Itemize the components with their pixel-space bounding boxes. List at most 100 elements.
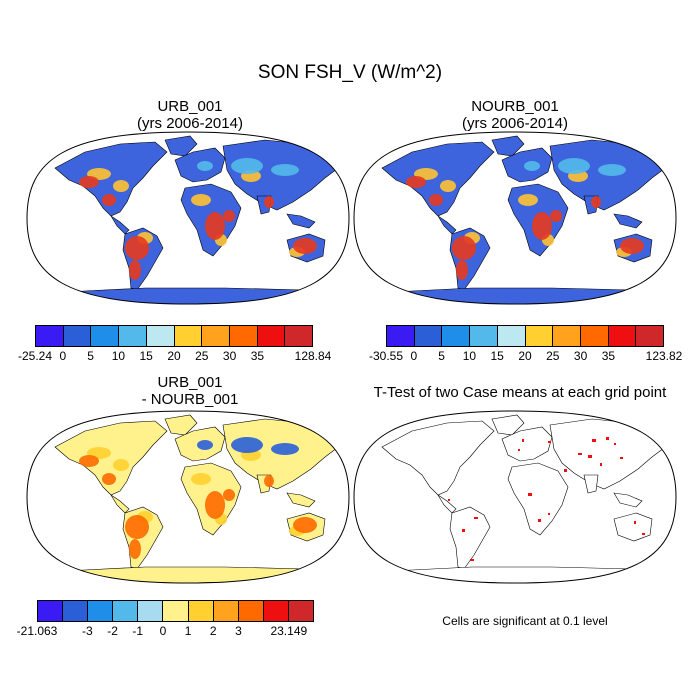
colorbar-swatch [580, 326, 609, 346]
colorbar-swatch [442, 326, 471, 346]
significant-cell [548, 441, 551, 443]
panel-title-urb-line1: URB_001 [157, 98, 223, 115]
value-region-warm [532, 212, 552, 240]
colorbar-diff: -21.063 -3 -2 -1 0 1 2 3 23.149 [17, 600, 314, 638]
significant-cell [634, 521, 636, 524]
colorbar-swatch [497, 326, 526, 346]
value-region-warm [550, 210, 562, 222]
colorbar-swatch [288, 601, 314, 621]
value-region-mid [518, 194, 538, 206]
panel-title-diff-line2: - NOURB_001 [141, 391, 239, 408]
continent-camerica [437, 215, 457, 235]
value-region-cool [231, 158, 263, 174]
value-region-mid [113, 180, 129, 192]
continent-antarctica [390, 566, 653, 583]
colorbar-tick-label: 123.82 [645, 349, 683, 363]
colorbar-tick-label: -21.063 [16, 624, 58, 638]
continent-namerica [54, 420, 168, 496]
colorbar-tick-label: 128.84 [294, 349, 332, 363]
colorbar-tick-label: 0 [159, 624, 167, 638]
colorbar-tick-label: 15 [139, 349, 153, 363]
colorbar-tick-label: 35 [601, 349, 616, 363]
colorbar-tick-label: 5 [438, 349, 445, 363]
panel-title-diff-line1: URB_001 [157, 374, 223, 391]
value-region-warm [223, 210, 235, 222]
value-region-warm [223, 489, 235, 501]
colorbar-tick-label: 20 [167, 349, 181, 363]
colorbar-tick-label: 10 [111, 349, 126, 363]
significant-cell [588, 455, 592, 458]
significant-cell [620, 457, 623, 459]
colorbar-swatch [285, 326, 313, 346]
value-region-mid [440, 180, 456, 192]
continent-antarctica [63, 287, 326, 304]
panel-title-urb-line2: (yrs 2006-2014) [137, 115, 243, 132]
panel-title-nourb-line1: NOURB_001 [471, 98, 559, 115]
value-region-cool [271, 443, 299, 455]
colorbar-swatch [213, 601, 239, 621]
continent-india [583, 474, 599, 494]
colorbar-swatch [163, 601, 189, 621]
colorbar-swatch [146, 326, 175, 346]
continent-africa [507, 462, 569, 536]
panel-title-nourb-line2: (yrs 2006-2014) [462, 115, 568, 132]
value-region-warm [205, 491, 225, 519]
significant-cell [614, 443, 616, 445]
colorbar-swatch [229, 326, 258, 346]
colorbar-tick-label: -1 [132, 624, 144, 638]
colorbar-swatch [188, 601, 214, 621]
continent-namerica [381, 141, 495, 217]
colorbar-swatch [470, 326, 498, 346]
value-region-warm [429, 194, 443, 206]
significant-cell [548, 513, 550, 515]
continent-samerica [449, 506, 491, 570]
significance-footnote: Cells are significant at 0.1 level [442, 614, 608, 628]
colorbar-tick-label: 2 [209, 624, 217, 638]
colorbar-swatch [138, 601, 164, 621]
significant-cell [564, 469, 567, 472]
panel-title-diff: URB_001 - NOURB_001 [25, 374, 355, 408]
continent-antarctica [390, 287, 653, 304]
continent-greenland [491, 414, 525, 436]
colorbar-swatch [88, 601, 114, 621]
colorbar-tick-label: 10 [462, 349, 477, 363]
panel-title-ttest: T-Test of two Case means at each grid po… [345, 384, 695, 401]
value-region-mid [113, 459, 129, 471]
continent-seasia [286, 492, 316, 508]
map-ttest [353, 410, 677, 584]
colorbar-tick-label: 25 [195, 349, 209, 363]
colorbar-tick-label: -3 [82, 624, 93, 638]
colorbar-swatch [414, 326, 443, 346]
significant-cell [528, 493, 532, 496]
significant-cell [592, 439, 596, 442]
colorbar-swatch [36, 326, 64, 346]
colorbar-nourb: -30.55 0 5 10 15 20 25 30 35 123.82 [369, 325, 682, 363]
value-region-warm [129, 260, 141, 280]
continent-namerica [381, 420, 495, 496]
value-region-warm [79, 176, 99, 188]
value-region-warm [264, 196, 274, 208]
colorbar-tick-label: 15 [490, 349, 504, 363]
map-urb [26, 131, 350, 305]
value-region-warm [452, 236, 476, 260]
colorbar-diff-boxes [37, 600, 314, 622]
value-region-cool [271, 164, 299, 176]
colorbar-swatch [63, 601, 89, 621]
colorbar-swatch [636, 326, 664, 346]
significant-cell [606, 437, 609, 440]
colorbar-swatch [174, 326, 203, 346]
colorbar-swatch [553, 326, 581, 346]
significant-cell [642, 533, 645, 535]
colorbar-swatch [525, 326, 554, 346]
significant-cell [538, 519, 541, 522]
map-outline [26, 410, 350, 584]
colorbar-tick-label: 0 [59, 349, 67, 363]
colorbar-urb-boxes [35, 325, 313, 347]
value-region-cool [598, 164, 626, 176]
colorbar-swatch [113, 601, 139, 621]
continent-camerica [110, 215, 130, 235]
colorbar-tick-label: 23.149 [270, 624, 308, 638]
significant-cell [578, 453, 582, 455]
colorbar-tick-label: 5 [87, 349, 94, 363]
colorbar-tick-label: -25.24 [17, 349, 53, 363]
